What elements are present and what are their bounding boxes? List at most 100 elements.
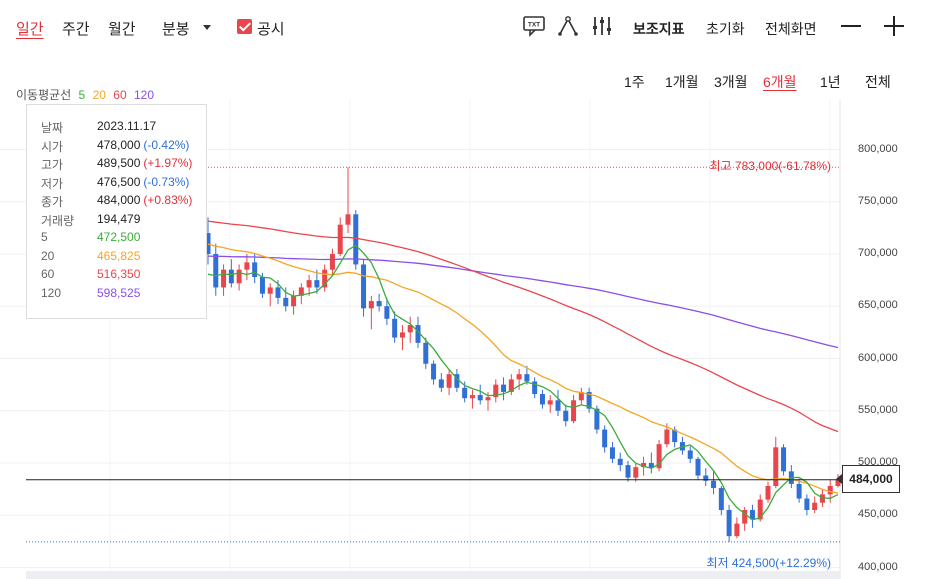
tooltip-value: 2023.11.17: [97, 119, 157, 133]
tooltip-label: 20: [41, 248, 55, 263]
candle-body: [742, 510, 748, 524]
moving-average-legend: 이동평균선 5 20 60 120: [16, 86, 158, 103]
price-tooltip: 날짜 2023.11.17 시가 478,000 (-0.42%) 고가 489,500 (+…: [26, 104, 207, 319]
candle-body: [469, 395, 475, 399]
ma-legend-title: 이동평균선: [16, 88, 72, 102]
candle-body: [462, 387, 468, 399]
ma-legend-5: 5: [78, 88, 86, 102]
candle-body: [361, 264, 367, 309]
candle-body: [656, 444, 662, 469]
candle-body: [812, 502, 818, 511]
tooltip-value: 465,825: [97, 248, 141, 263]
candle-body: [236, 269, 242, 284]
candlestick-chart[interactable]: [0, 100, 929, 579]
candle-body: [532, 381, 538, 395]
tab-monthly[interactable]: 월간: [108, 21, 136, 38]
candle-body: [477, 395, 483, 401]
candle-body: [617, 458, 623, 466]
indicator-button[interactable]: 보조지표: [633, 21, 685, 37]
disclosure-label[interactable]: 공시: [257, 21, 285, 38]
period-3m[interactable]: 3개월: [714, 74, 748, 90]
candle-body: [796, 483, 802, 499]
tooltip-row: 20 465,825: [41, 249, 206, 268]
candle-body: [213, 254, 219, 288]
chevron-down-icon[interactable]: [203, 25, 211, 30]
candle-body: [804, 498, 810, 511]
candle-body: [283, 297, 289, 307]
tooltip-label: 종가: [41, 195, 64, 209]
tab-daily[interactable]: 일간: [16, 21, 44, 38]
candle-body: [368, 301, 374, 309]
candle-body: [602, 429, 608, 448]
candle-body: [765, 485, 771, 500]
tooltip-change: (-0.73%): [143, 174, 190, 189]
period-all[interactable]: 전체: [865, 74, 891, 90]
candle-body: [322, 269, 328, 288]
candle-body: [516, 374, 522, 380]
candle-body: [353, 214, 359, 265]
candle-body: [267, 287, 273, 294]
reset-button[interactable]: 초기화: [706, 21, 745, 37]
fullscreen-button[interactable]: 전체화면: [765, 21, 817, 37]
ma5-line: [207, 244, 839, 521]
tab-minute[interactable]: 분봉: [162, 21, 190, 38]
tooltip-change: (+1.97%): [143, 156, 193, 170]
drawing-tool-icon[interactable]: [556, 14, 580, 38]
y-tick-label: 550,000: [858, 403, 898, 416]
period-1m[interactable]: 1개월: [665, 74, 699, 90]
y-tick-label: 750,000: [858, 194, 898, 207]
candle-body: [205, 233, 211, 254]
zoom-in-icon[interactable]: [882, 14, 906, 38]
candle-body: [578, 391, 584, 401]
candle-body: [594, 408, 600, 430]
candle-body: [555, 400, 561, 411]
candle-body: [664, 429, 670, 445]
period-6m[interactable]: 6개월: [763, 74, 797, 90]
candle-body: [757, 499, 763, 520]
candle-body: [749, 510, 755, 520]
tooltip-label: 5: [41, 230, 48, 244]
tooltip-label: 시가: [41, 139, 64, 154]
tooltip-label: 120: [41, 285, 62, 300]
indicator-settings-icon[interactable]: [590, 14, 614, 38]
tooltip-value: 516,350: [97, 267, 141, 281]
y-tick-label: 450,000: [858, 508, 898, 521]
current-price-tag: 484,000: [836, 465, 900, 493]
tooltip-row: 종가 484,000 (+0.83%): [41, 193, 206, 212]
candle-body: [633, 467, 639, 478]
tooltip-change: (-0.42%): [143, 137, 190, 152]
candle-body: [648, 463, 654, 469]
tooltip-label: 거래량: [41, 213, 75, 228]
candle-body: [221, 269, 227, 288]
scrollbar-track[interactable]: [26, 571, 840, 579]
candle-body: [423, 342, 429, 364]
candle-body: [252, 262, 258, 277]
candle-body: [438, 379, 444, 388]
candle-body: [508, 379, 514, 392]
candle-body: [485, 397, 491, 401]
candle-body: [244, 262, 250, 270]
chart-toolbar: 일간 주간 월간 분봉 공시 TXT 보조지표 초기화 전체화면: [0, 0, 929, 54]
ma120-line: [207, 255, 839, 349]
ma60-line: [207, 220, 839, 433]
disclosure-checkbox[interactable]: [237, 19, 252, 34]
period-1w[interactable]: 1주: [624, 74, 645, 90]
ma20-line: [207, 243, 839, 494]
candle-body: [329, 254, 335, 270]
candle-body: [586, 391, 592, 409]
zoom-out-icon[interactable]: [839, 14, 863, 38]
tooltip-row: 5 472,500: [41, 230, 206, 249]
candle-body: [337, 224, 343, 254]
candle-body: [734, 523, 740, 537]
y-tick-label: 400,000: [858, 560, 898, 573]
tooltip-label: 날짜: [41, 121, 64, 135]
period-1y[interactable]: 1년: [820, 74, 841, 90]
candle-body: [827, 485, 833, 495]
tab-weekly[interactable]: 주간: [62, 21, 90, 38]
tooltip-value: 484,000 (+0.83%): [97, 193, 193, 207]
candle-body: [306, 280, 312, 288]
txt-icon[interactable]: TXT: [522, 14, 546, 38]
candle-body: [726, 510, 732, 537]
candle-body: [625, 465, 631, 478]
candle-body: [687, 450, 693, 459]
